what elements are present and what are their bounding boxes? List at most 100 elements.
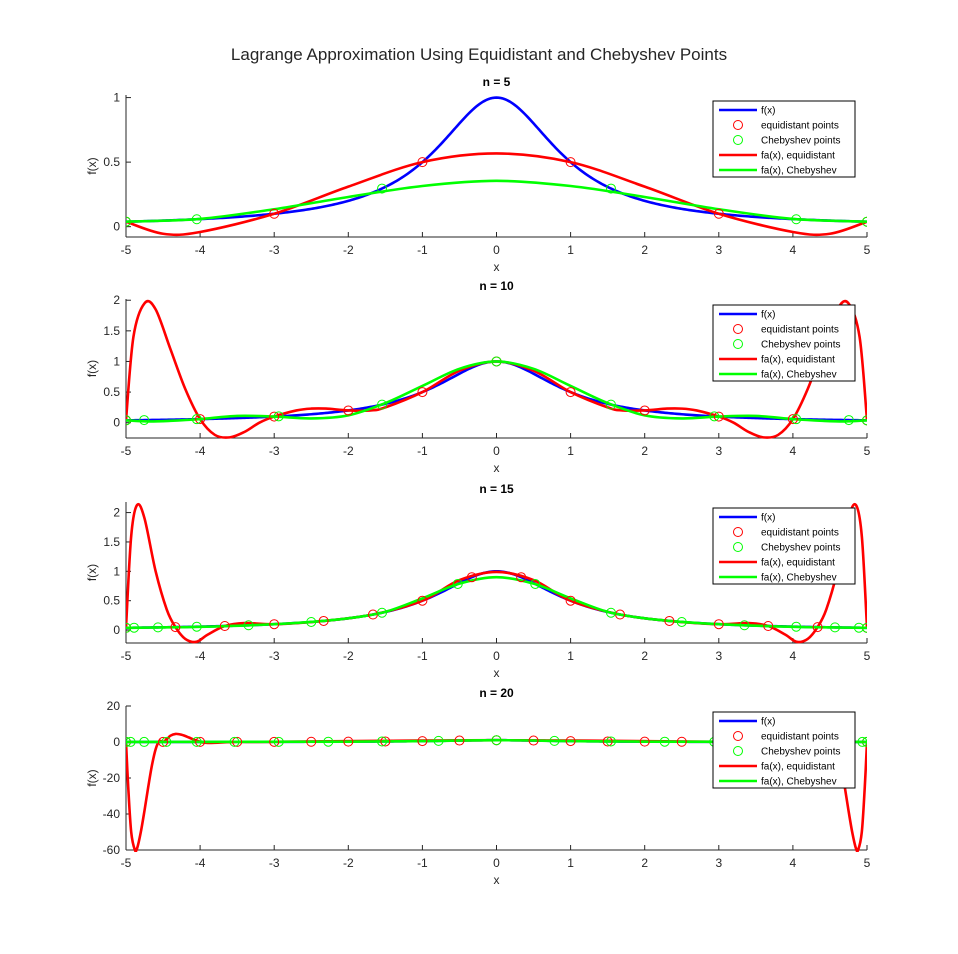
chebyshev-point-marker (739, 620, 750, 631)
equidistant-point-marker (417, 736, 428, 747)
chebyshev-point-marker (139, 415, 150, 426)
y-axis-label: f(x) (85, 769, 99, 786)
y-tick-label: 2 (113, 506, 120, 520)
y-tick-label: 1.5 (103, 535, 120, 549)
legend-label: fa(x), Chebyshev (761, 573, 837, 584)
y-tick-label: -20 (103, 771, 121, 785)
equidistant-point-marker (170, 622, 181, 633)
chebyshev-point-marker (491, 356, 502, 367)
equidistant-point-marker (232, 736, 243, 747)
x-tick-label: 4 (790, 243, 797, 257)
x-tick-label: 5 (864, 649, 871, 663)
legend-marker-swatch (733, 324, 743, 334)
legend: f(x) equidistant points Chebyshev points fa… (712, 507, 856, 585)
equidistant-point-marker (195, 414, 206, 425)
chebyshev-point-marker (862, 415, 867, 426)
y-axis-label: f(x) (85, 360, 99, 377)
series-line-fa-chebyshev (126, 575, 867, 630)
subplot-n10: n = 10-5 -4 -3 -2 -1 0 1 2 3 4 500.511.52xf(x)f(x)… (85, 279, 871, 475)
legend-label: fa(x), Chebyshev (761, 166, 837, 177)
chebyshev-point-marker (323, 736, 334, 747)
chebyshev-point-marker (243, 620, 254, 631)
equidistant-point-marker (528, 735, 539, 746)
legend-box (712, 711, 856, 789)
y-tick-label: 0.5 (103, 385, 120, 399)
legend-label: fa(x), equidistant (761, 762, 835, 773)
chebyshev-point-marker (377, 399, 388, 410)
legend-label: f(x) (761, 310, 775, 321)
x-tick-label: 4 (790, 856, 797, 870)
chebyshev-point-marker (126, 736, 136, 747)
plot-data (126, 96, 867, 237)
chebyshev-point-marker (709, 411, 720, 422)
chebyshev-point-marker (161, 736, 172, 747)
chebyshev-point-marker (843, 415, 854, 426)
x-axis-label: x (494, 260, 500, 274)
legend-marker-swatch (733, 542, 743, 552)
series-line-fa-equidistant (126, 152, 867, 237)
equidistant-point-marker (380, 736, 391, 747)
y-tick-label: 1 (113, 564, 120, 578)
x-tick-label: 3 (715, 243, 722, 257)
y-tick-label: 1 (113, 354, 120, 368)
x-tick-label: 5 (864, 444, 871, 458)
chebyshev-point-marker (377, 607, 388, 618)
x-tick-label: -4 (195, 856, 206, 870)
chebyshev-point-marker (605, 607, 616, 618)
chebyshev-point-marker (549, 735, 560, 746)
y-axis-label: f(x) (85, 157, 99, 174)
x-tick-label: 2 (641, 856, 648, 870)
equidistant-point-marker (713, 411, 724, 422)
subplot-title: n = 10 (479, 279, 514, 293)
x-tick-label: 4 (790, 444, 797, 458)
legend-label: Chebyshev points (761, 543, 841, 554)
legend-label: fa(x), equidistant (761, 355, 835, 366)
chebyshev-point-marker (126, 622, 131, 633)
chebyshev-point-marker (126, 216, 131, 227)
series-line-fa-chebyshev (126, 738, 867, 744)
chebyshev-point-marker (126, 736, 131, 747)
chebyshev-point-marker (791, 621, 802, 632)
equidistant-point-marker (454, 735, 465, 746)
x-tick-label: -5 (121, 243, 132, 257)
legend: f(x) equidistant points Chebyshev points fa… (712, 100, 856, 178)
chebyshev-point-marker (191, 214, 202, 225)
legend-label: f(x) (761, 717, 775, 728)
y-tick-label: 2 (113, 293, 120, 307)
series-line-f (126, 96, 867, 224)
figure-title: Lagrange Approximation Using Equidistant… (231, 45, 727, 64)
equidistant-point-marker (269, 411, 280, 422)
x-tick-label: -4 (195, 649, 206, 663)
chebyshev-point-marker (191, 736, 202, 747)
chebyshev-point-marker (491, 735, 502, 746)
chebyshev-point-marker (191, 621, 202, 632)
y-tick-label: -60 (103, 843, 121, 857)
equidistant-point-marker (565, 157, 576, 168)
equidistant-point-marker (713, 619, 724, 630)
subplot-n15: n = 15-5 -4 -3 -2 -1 0 1 2 3 4 500.511.52xf(x)f(x)… (85, 482, 871, 680)
y-tick-label: -40 (103, 807, 121, 821)
x-tick-label: -3 (269, 243, 280, 257)
x-tick-label: 4 (790, 649, 797, 663)
x-tick-label: -2 (343, 649, 354, 663)
chebyshev-point-marker (853, 622, 864, 633)
equidistant-point-marker (516, 572, 527, 583)
x-tick-label: -1 (417, 856, 428, 870)
legend-label: fa(x), equidistant (761, 151, 835, 162)
y-tick-label: 0.5 (103, 155, 120, 169)
equidistant-point-marker (602, 736, 613, 747)
equidistant-point-marker (343, 405, 354, 416)
equidistant-point-marker (219, 621, 230, 632)
chebyshev-point-marker (862, 736, 867, 747)
plot-data (126, 299, 867, 439)
equidistant-point-marker (639, 405, 650, 416)
legend-label: fa(x), Chebyshev (761, 370, 837, 381)
x-axis-label: x (494, 873, 500, 887)
legend-marker-swatch (733, 120, 743, 130)
series-line-fa-chebyshev (126, 360, 867, 423)
legend-label: equidistant points (761, 121, 839, 132)
equidistant-point-marker (639, 736, 650, 747)
y-tick-label: 1 (113, 91, 120, 105)
x-tick-label: 2 (641, 649, 648, 663)
subplot-n20: n = 20-5 -4 -3 -2 -1 0 1 2 3 4 5-60-40-20020xf(x)f… (85, 686, 871, 887)
